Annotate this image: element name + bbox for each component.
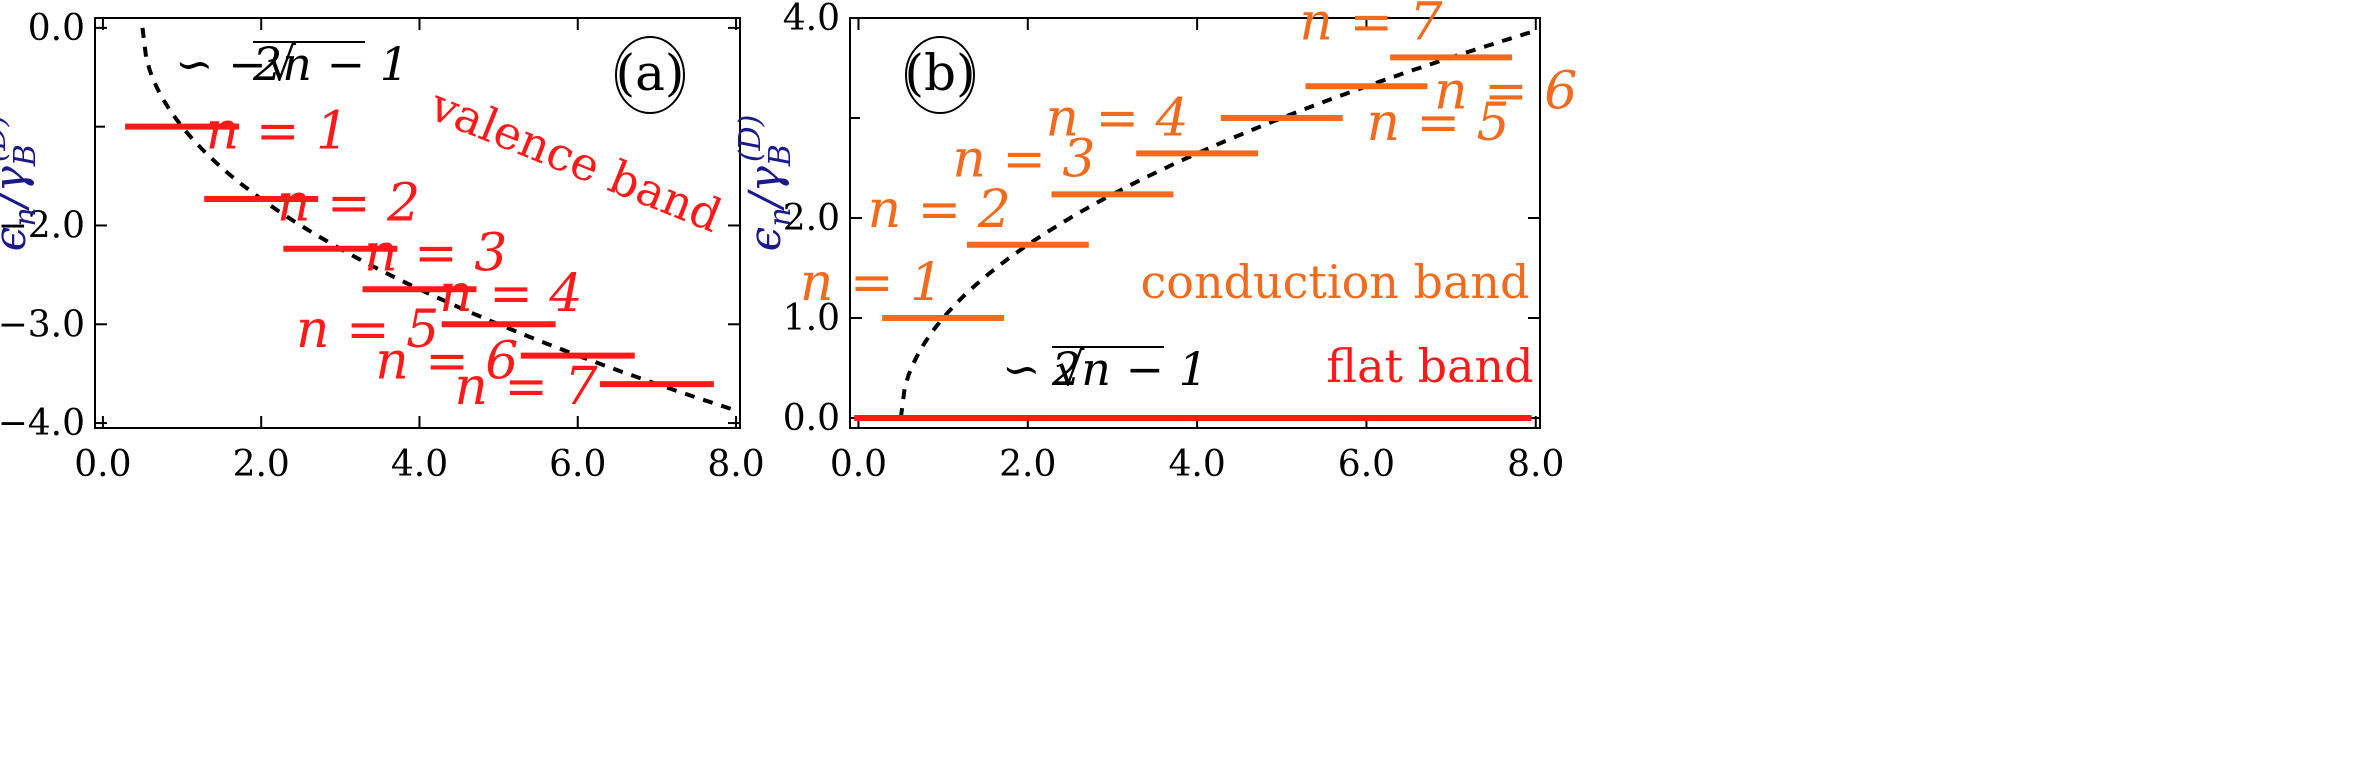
curve-label-a: ∽ −√ xyxy=(175,37,297,91)
level-label-n4-b: n = 4 xyxy=(1045,88,1188,148)
x-tick-label-a: 6.0 xyxy=(549,444,606,485)
y-tick-label-a: 0.0 xyxy=(28,8,85,49)
level-label-n2-b: n = 2 xyxy=(868,180,1011,240)
y-tick-label-b: 1.0 xyxy=(783,298,840,339)
plot-frame-b xyxy=(849,17,1541,429)
band-label-b: conduction band xyxy=(1140,255,1529,309)
level-label-n6-b: n = 6 xyxy=(1434,61,1577,121)
x-tick-label-b: 0.0 xyxy=(830,444,887,485)
y-tick-label-b: 2.0 xyxy=(783,198,840,239)
x-tick-label-b: 6.0 xyxy=(1338,444,1395,485)
level-label-n1-b: n = 1 xyxy=(800,253,943,313)
dashed-curve-a xyxy=(140,27,737,413)
level-label-n5-b: n = 5 xyxy=(1366,93,1509,153)
panel-tag-circle-b xyxy=(905,36,975,114)
y-tick-label-a: −2.0 xyxy=(0,205,85,246)
dashed-curve-b xyxy=(898,28,1537,419)
x-tick-label-a: 2.0 xyxy=(233,444,290,485)
y-tick-label-b: 0.0 xyxy=(783,398,840,439)
x-tick-label-b: 8.0 xyxy=(1507,444,1564,485)
panel-tag-b: (b) xyxy=(904,44,975,102)
level-label-n2-a: n = 2 xyxy=(277,174,420,234)
x-tick-label-b: 2.0 xyxy=(999,444,1056,485)
y-tick-label-b: 4.0 xyxy=(783,0,840,39)
level-label-n3-a: n = 3 xyxy=(364,224,507,284)
panel-tag-circle-a xyxy=(615,36,685,114)
panel-b: 0.0 2.0 4.0 6.0 8.0 0.0 1.0 2.0 4.0 ϵn/γB(D) flat … xyxy=(733,0,1577,485)
y-tick-label-a: −4.0 xyxy=(0,403,85,444)
y-tick-label-a: −3.0 xyxy=(0,304,85,345)
level-label-n6-a: n = 6 xyxy=(375,332,518,392)
flat-band-label: flat band xyxy=(1326,339,1533,393)
y-axis-label-a: ϵn/γB(D) xyxy=(0,115,43,252)
x-tick-label-b: 4.0 xyxy=(1168,444,1225,485)
curve-label-radicand-a: 2n − 1 xyxy=(252,37,409,91)
x-tick-label-a: 0.0 xyxy=(74,444,131,485)
level-label-n7-a: n = 7 xyxy=(454,357,598,417)
x-tick-label-a: 4.0 xyxy=(391,444,448,485)
level-label-n4-a: n = 4 xyxy=(439,264,582,324)
curve-label-b: ∽ √ xyxy=(1002,342,1085,396)
plot-frame-a xyxy=(94,17,741,429)
y-axis-label-b: ϵn/γB(D) xyxy=(733,115,798,252)
level-label-n1-a: n = 1 xyxy=(206,101,349,161)
panel-tag-a: (a) xyxy=(616,44,685,102)
level-label-n3-b: n = 3 xyxy=(952,129,1095,189)
curve-label-radicand-b: 2n − 1 xyxy=(1051,342,1208,396)
level-label-n7-b: n = 7 xyxy=(1299,0,1443,52)
level-label-n5-a: n = 5 xyxy=(296,300,439,360)
x-tick-label-a: 8.0 xyxy=(707,444,764,485)
